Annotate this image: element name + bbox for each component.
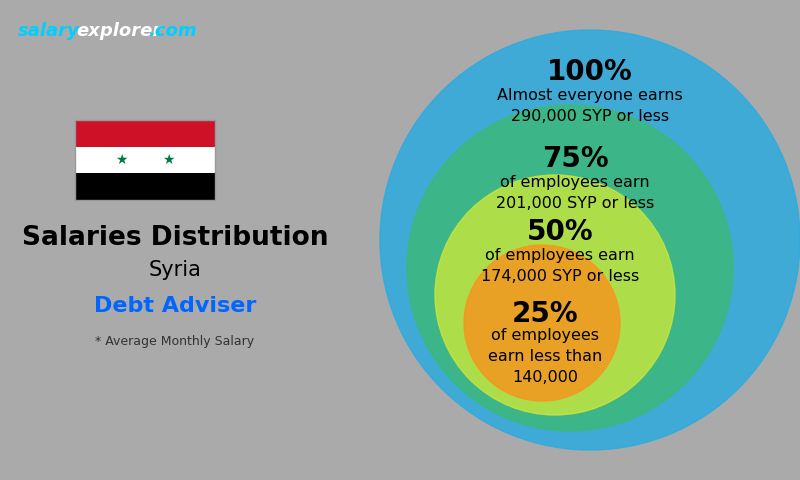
Circle shape [464, 245, 620, 401]
Text: ★: ★ [115, 153, 127, 167]
Text: 25%: 25% [512, 300, 578, 328]
Bar [75, 147, 215, 173]
Bar [75, 120, 215, 200]
Bar [75, 120, 215, 147]
Text: explorer: explorer [76, 22, 162, 40]
Text: Debt Adviser: Debt Adviser [94, 296, 256, 316]
Text: Syria: Syria [149, 260, 202, 280]
Text: 75%: 75% [542, 145, 608, 173]
Text: Almost everyone earns
290,000 SYP or less: Almost everyone earns 290,000 SYP or les… [497, 88, 683, 124]
Text: of employees earn
201,000 SYP or less: of employees earn 201,000 SYP or less [496, 175, 654, 211]
Text: Salaries Distribution: Salaries Distribution [22, 225, 328, 251]
Circle shape [407, 105, 733, 431]
Text: of employees
earn less than
140,000: of employees earn less than 140,000 [488, 328, 602, 385]
Text: of employees earn
174,000 SYP or less: of employees earn 174,000 SYP or less [481, 248, 639, 284]
Text: 50%: 50% [526, 218, 594, 246]
Text: .com: .com [148, 22, 197, 40]
Circle shape [380, 30, 800, 450]
Bar [75, 173, 215, 200]
Text: * Average Monthly Salary: * Average Monthly Salary [95, 335, 254, 348]
Text: 100%: 100% [547, 58, 633, 86]
Circle shape [435, 175, 675, 415]
Text: salary: salary [18, 22, 80, 40]
Text: ★: ★ [162, 153, 175, 167]
